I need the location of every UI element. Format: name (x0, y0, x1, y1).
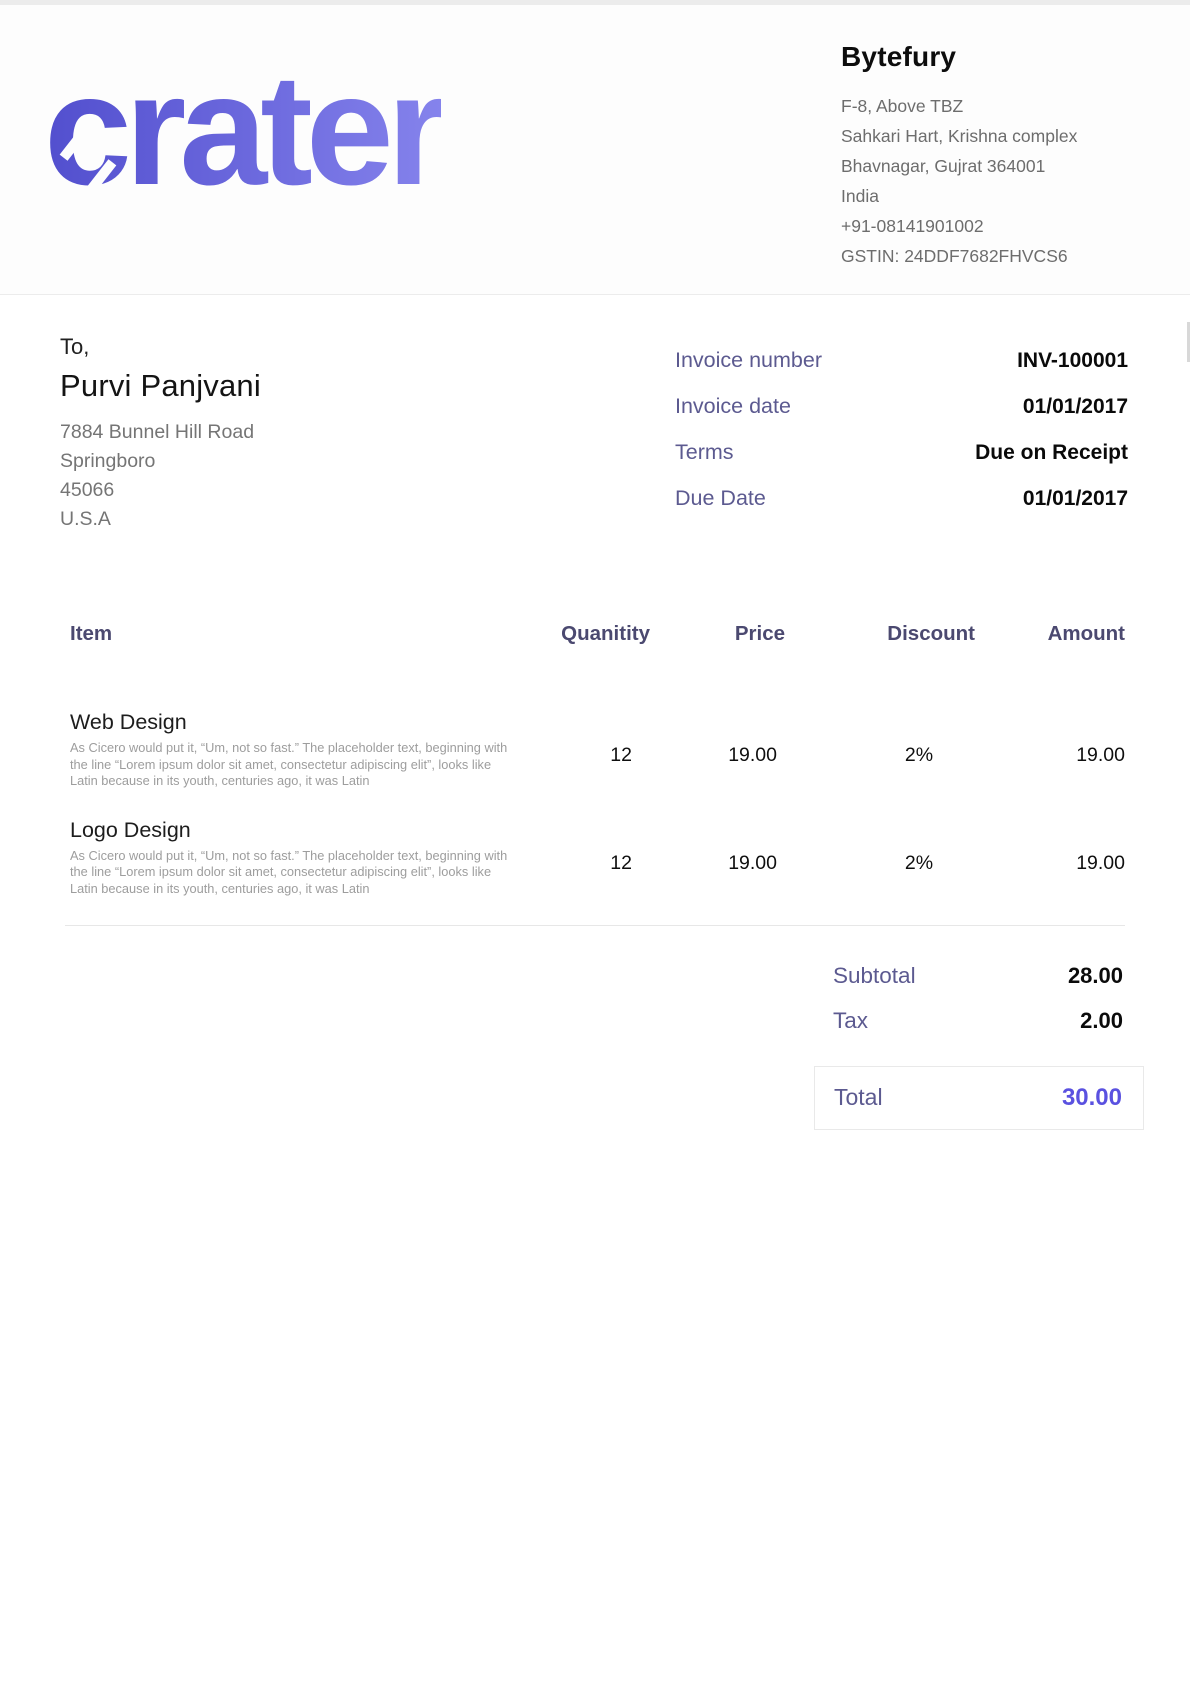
company-address-line: F-8, Above TBZ (841, 96, 964, 116)
item-name: Web Design (70, 710, 187, 734)
meta-row-invoice-number: Invoice number INV-100001 (675, 348, 1128, 394)
company-name: Bytefury (841, 41, 957, 72)
header-quantity: Quanitity (561, 622, 650, 645)
invoice-date-label: Invoice date (675, 394, 791, 418)
header-price: Price (734, 622, 785, 645)
customer-address-line: 7884 Bunnel Hill Road (60, 421, 255, 443)
due-date-value: 01/01/2017 (1022, 487, 1128, 510)
tax-label: Tax (833, 1007, 869, 1033)
total-value: 30.00 (1061, 1083, 1122, 1111)
customer-address-line: Springboro (60, 450, 156, 472)
invoice-header: crater Bytefury F-8, Above TBZ Sahkari H… (0, 5, 1190, 295)
items-table-header: Item Quanitity Price Discount Amount (65, 622, 1125, 652)
item-amount: 19.00 (1076, 744, 1125, 766)
terms-value: Due on Receipt (975, 441, 1128, 464)
scrollbar-thumb[interactable] (1187, 322, 1190, 362)
item-quantity: 12 (610, 851, 632, 874)
tax-row: Tax 2.00 (814, 1008, 1144, 1053)
logo-cut-decoration (469, 134, 504, 176)
customer-name: Purvi Panjvani (60, 368, 261, 403)
customer-address-line: 45066 (60, 479, 115, 501)
meta-row-terms: Terms Due on Receipt (675, 440, 1128, 486)
item-name: Logo Design (70, 817, 191, 842)
window-top-strip (0, 0, 1190, 5)
items-table: Item Quanitity Price Discount Amount Web… (65, 622, 1144, 1130)
terms-label: Terms (675, 440, 734, 464)
company-address-line: Sahkari Hart, Krishna complex (841, 126, 1078, 146)
meta-row-invoice-date: Invoice date 01/01/2017 (675, 394, 1128, 440)
company-address-line: Bhavnagar, Gujrat 364001 (841, 156, 1046, 176)
crater-logo: crater (44, 42, 448, 218)
item-cell: Logo Design As Cicero would put it, “Um,… (65, 816, 530, 898)
bill-to-label: To, (60, 334, 90, 359)
company-address-line: India (841, 186, 879, 206)
item-description: As Cicero would put it, “Um, not so fast… (70, 847, 508, 896)
total-box: Total 30.00 (814, 1065, 1144, 1130)
item-description: As Cicero would put it, “Um, not so fast… (70, 740, 508, 789)
customer-address: 7884 Bunnel Hill Road Springboro 45066 U… (60, 418, 480, 534)
table-row: Web Design As Cicero would put it, “Um, … (65, 708, 1125, 790)
item-discount: 2% (904, 851, 934, 874)
bill-to-block: To, Purvi Panjvani 7884 Bunnel Hill Road… (60, 334, 480, 534)
item-discount: 2% (904, 744, 934, 766)
invoice-meta: Invoice number INV-100001 Invoice date 0… (675, 348, 1128, 532)
table-bottom-divider (65, 924, 1125, 926)
due-date-label: Due Date (675, 486, 766, 510)
item-cell: Web Design As Cicero would put it, “Um, … (65, 708, 530, 790)
company-phone: +91-08141901002 (841, 216, 984, 236)
subtotal-label: Subtotal (833, 962, 916, 988)
header-item: Item (70, 622, 113, 645)
item-price: 19.00 (728, 744, 777, 766)
invoice-number-value: INV-100001 (1017, 349, 1128, 372)
item-price: 19.00 (728, 851, 777, 874)
company-gstin: GSTIN: 24DDF7682FHVCS6 (841, 246, 1068, 266)
company-address: F-8, Above TBZ Sahkari Hart, Krishna com… (841, 91, 1161, 271)
company-block: Bytefury F-8, Above TBZ Sahkari Hart, Kr… (841, 41, 1161, 271)
header-discount: Discount (887, 622, 975, 645)
subtotal-value: 28.00 (1067, 962, 1123, 988)
customer-address-line: U.S.A (60, 508, 111, 530)
table-row: Logo Design As Cicero would put it, “Um,… (65, 816, 1125, 898)
subtotal-row: Subtotal 28.00 (814, 963, 1144, 1008)
total-label: Total (834, 1084, 883, 1111)
invoice-date-value: 01/01/2017 (1022, 395, 1128, 418)
item-amount: 19.00 (1076, 851, 1125, 874)
header-amount: Amount (1047, 622, 1125, 645)
invoice-number-label: Invoice number (675, 348, 822, 372)
totals-block: Subtotal 28.00 Tax 2.00 Total 30.00 (814, 963, 1144, 1130)
item-quantity: 12 (610, 744, 632, 766)
meta-row-due-date: Due Date 01/01/2017 (675, 486, 1128, 532)
tax-value: 2.00 (1080, 1007, 1123, 1033)
